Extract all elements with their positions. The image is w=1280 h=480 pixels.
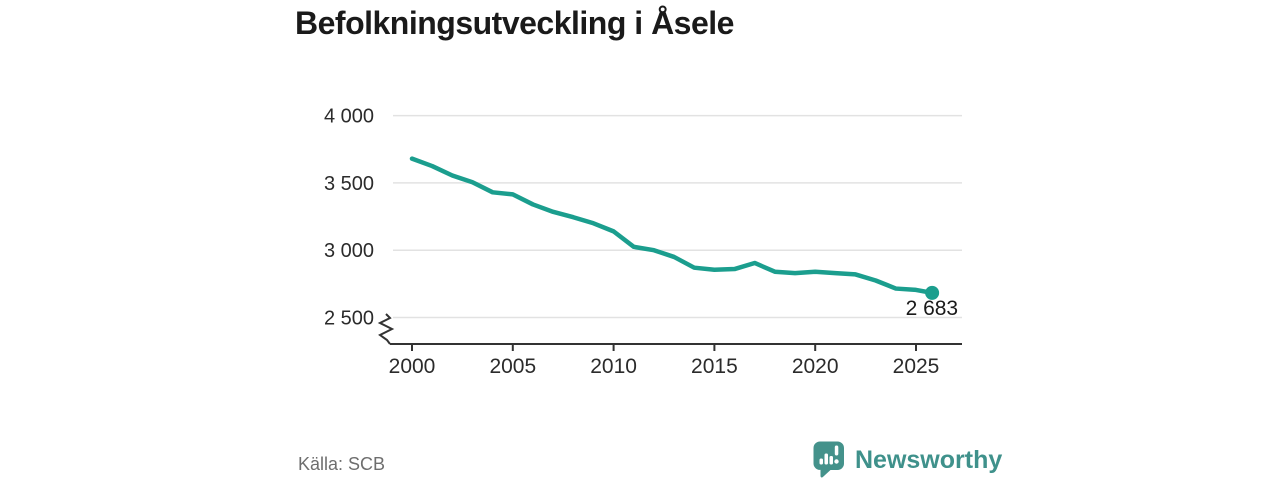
newsworthy-logo: Newsworthy xyxy=(813,441,1002,479)
population-line xyxy=(409,156,935,296)
x-tick-label: 2020 xyxy=(792,355,839,378)
x-tick-label: 2000 xyxy=(389,355,436,378)
x-tick-label: 2005 xyxy=(489,355,536,378)
y-tick-label: 2 500 xyxy=(324,308,374,330)
end-point-marker xyxy=(925,285,940,300)
chart-title: Befolkningsutveckling i Åsele xyxy=(295,5,734,41)
y-tick-label: 3 500 xyxy=(324,173,374,195)
y-tick-label: 4 000 xyxy=(324,106,374,128)
y-tick-label: 3 000 xyxy=(324,240,374,262)
newsworthy-logo-text: Newsworthy xyxy=(855,445,1003,474)
x-tick-label: 2010 xyxy=(590,355,637,378)
axis-break-icon xyxy=(377,313,395,345)
x-tick-label: 2025 xyxy=(893,355,940,378)
x-tick-label: 2015 xyxy=(691,355,738,378)
source-label: Källa: SCB xyxy=(298,454,386,474)
newsworthy-logo-icon xyxy=(813,441,844,478)
end-value-label: 2 683 xyxy=(906,297,959,320)
